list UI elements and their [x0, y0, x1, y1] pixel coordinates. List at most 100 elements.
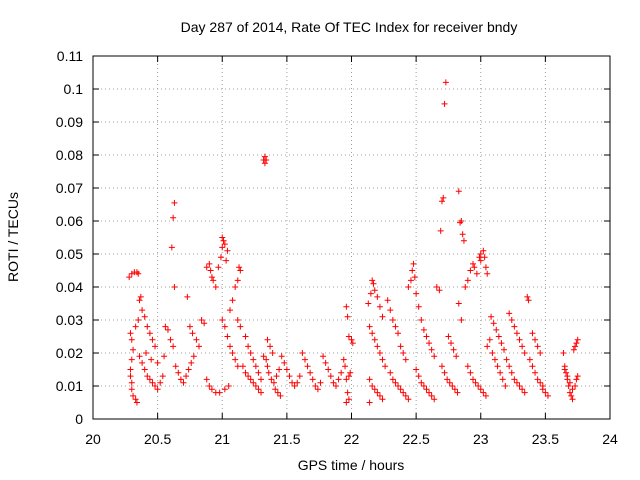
data-point	[265, 369, 272, 376]
data-point	[477, 251, 484, 257]
data-point	[379, 313, 386, 320]
data-point	[217, 254, 224, 261]
data-point	[273, 373, 280, 380]
data-point	[229, 350, 236, 356]
data-point	[486, 336, 493, 343]
data-point	[402, 392, 409, 399]
data-point	[264, 363, 271, 370]
data-point	[420, 383, 427, 389]
data-point	[367, 290, 374, 297]
data-point	[573, 340, 580, 347]
data-point	[135, 317, 142, 323]
data-point	[426, 389, 433, 396]
data-point	[444, 376, 451, 383]
data-point	[258, 389, 265, 396]
data-point	[521, 389, 528, 396]
data-point	[423, 333, 430, 340]
data-point	[175, 369, 182, 376]
data-point	[208, 386, 215, 393]
data-point	[261, 160, 268, 167]
data-point	[289, 379, 296, 386]
data-point	[423, 386, 430, 393]
data-point	[521, 350, 528, 356]
data-point	[488, 313, 495, 320]
data-point	[299, 350, 306, 356]
data-point	[322, 359, 329, 366]
data-point	[225, 383, 232, 389]
data-point	[304, 363, 311, 370]
data-point	[453, 353, 460, 360]
y-tick-label: 0.05	[56, 246, 83, 262]
data-point	[482, 264, 489, 271]
data-point	[420, 326, 427, 333]
data-point	[490, 320, 497, 327]
data-point	[561, 366, 568, 373]
data-point	[484, 270, 491, 277]
data-point	[220, 237, 227, 244]
data-point	[371, 386, 378, 393]
data-point	[450, 346, 457, 353]
data-point	[294, 379, 301, 386]
data-point	[525, 297, 532, 304]
data-point	[268, 376, 275, 383]
y-tick-label: 0.11	[57, 48, 83, 64]
axis-ticks	[92, 55, 611, 420]
x-tick-label: 21	[214, 431, 230, 447]
data-point	[343, 303, 350, 310]
data-point	[345, 333, 352, 340]
data-point	[370, 280, 377, 287]
data-point	[250, 379, 257, 386]
data-point	[366, 376, 373, 383]
data-point	[410, 260, 417, 267]
data-point	[130, 346, 137, 353]
data-point	[221, 386, 228, 393]
x-tick-label: 23.5	[532, 431, 559, 447]
data-point	[237, 267, 244, 274]
data-point	[392, 379, 399, 386]
data-point	[229, 297, 236, 304]
data-point	[338, 369, 345, 376]
data-point	[471, 264, 478, 271]
data-point	[159, 373, 166, 380]
data-point	[449, 383, 456, 389]
data-point	[534, 343, 541, 350]
data-point	[148, 356, 155, 363]
data-point	[458, 317, 465, 323]
data-point	[469, 260, 476, 267]
data-point	[428, 346, 435, 353]
data-point	[405, 396, 412, 403]
data-point	[128, 356, 135, 363]
data-point	[526, 356, 533, 363]
x-tick-label: 24	[602, 431, 618, 447]
data-point	[387, 307, 394, 314]
data-point	[392, 323, 399, 330]
data-point	[263, 156, 270, 163]
data-point	[185, 366, 192, 373]
data-point	[221, 323, 228, 330]
data-point	[544, 392, 551, 399]
data-point	[141, 366, 148, 373]
data-point	[467, 369, 474, 376]
data-point	[537, 350, 544, 356]
data-point	[407, 277, 414, 284]
data-point	[170, 214, 177, 221]
data-point	[245, 373, 252, 380]
data-point	[428, 392, 435, 399]
data-point	[371, 336, 378, 343]
data-point	[216, 389, 223, 396]
y-tick-label: 0.03	[56, 312, 83, 328]
data-point	[144, 373, 151, 380]
data-point	[154, 359, 161, 366]
data-point	[272, 386, 279, 393]
data-point	[511, 323, 518, 330]
data-point	[247, 376, 254, 383]
grid	[93, 56, 610, 419]
data-point	[467, 267, 474, 274]
data-point	[212, 284, 219, 290]
data-point	[157, 379, 164, 386]
data-point	[376, 350, 383, 356]
data-point	[438, 363, 445, 370]
data-point	[469, 376, 476, 383]
data-point	[519, 386, 526, 393]
